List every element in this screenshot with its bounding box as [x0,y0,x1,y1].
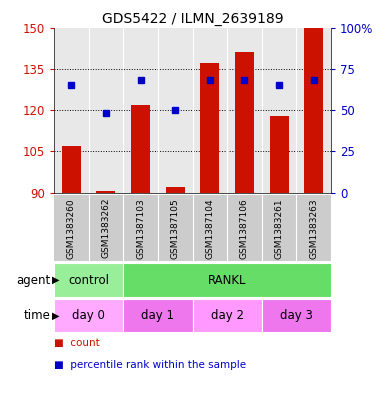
Text: GSM1387104: GSM1387104 [205,198,214,259]
Bar [304,28,323,193]
Bar [235,52,254,193]
Bar [123,299,192,332]
Text: GSM1383260: GSM1383260 [67,198,76,259]
Bar [200,63,219,193]
Text: GSM1387103: GSM1387103 [136,198,145,259]
Text: GSM1383261: GSM1383261 [275,198,284,259]
Text: agent: agent [16,274,50,286]
Bar [96,191,116,193]
Text: ▶: ▶ [52,275,59,285]
Bar [54,263,123,297]
Bar [54,299,123,332]
Text: GSM1387106: GSM1387106 [240,198,249,259]
Text: GSM1383262: GSM1383262 [101,198,110,258]
Text: ■  count: ■ count [54,338,100,348]
Text: time: time [23,309,50,322]
Bar [131,105,150,193]
Bar [166,187,185,193]
Text: GSM1383263: GSM1383263 [309,198,318,259]
Text: ■  percentile rank within the sample: ■ percentile rank within the sample [54,360,246,369]
Text: GSM1387105: GSM1387105 [171,198,180,259]
Text: day 0: day 0 [72,309,105,322]
Text: day 3: day 3 [280,309,313,322]
Bar [262,299,331,332]
Text: day 2: day 2 [211,309,244,322]
Bar [123,263,331,297]
Bar [192,299,262,332]
Bar [62,146,81,193]
Text: RANKL: RANKL [208,274,246,286]
Title: GDS5422 / ILMN_2639189: GDS5422 / ILMN_2639189 [102,13,283,26]
Bar [270,116,289,193]
Text: control: control [68,274,109,286]
Text: day 1: day 1 [141,309,174,322]
Text: ▶: ▶ [52,310,59,320]
